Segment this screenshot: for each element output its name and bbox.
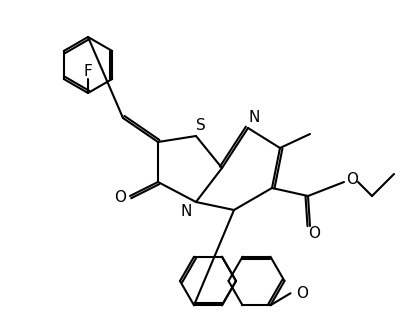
Text: O: O xyxy=(308,226,320,242)
Text: O: O xyxy=(346,172,358,187)
Text: O: O xyxy=(296,286,308,301)
Text: S: S xyxy=(196,119,206,133)
Text: N: N xyxy=(248,111,260,126)
Text: O: O xyxy=(114,191,126,206)
Text: N: N xyxy=(180,205,192,219)
Text: F: F xyxy=(84,65,92,80)
